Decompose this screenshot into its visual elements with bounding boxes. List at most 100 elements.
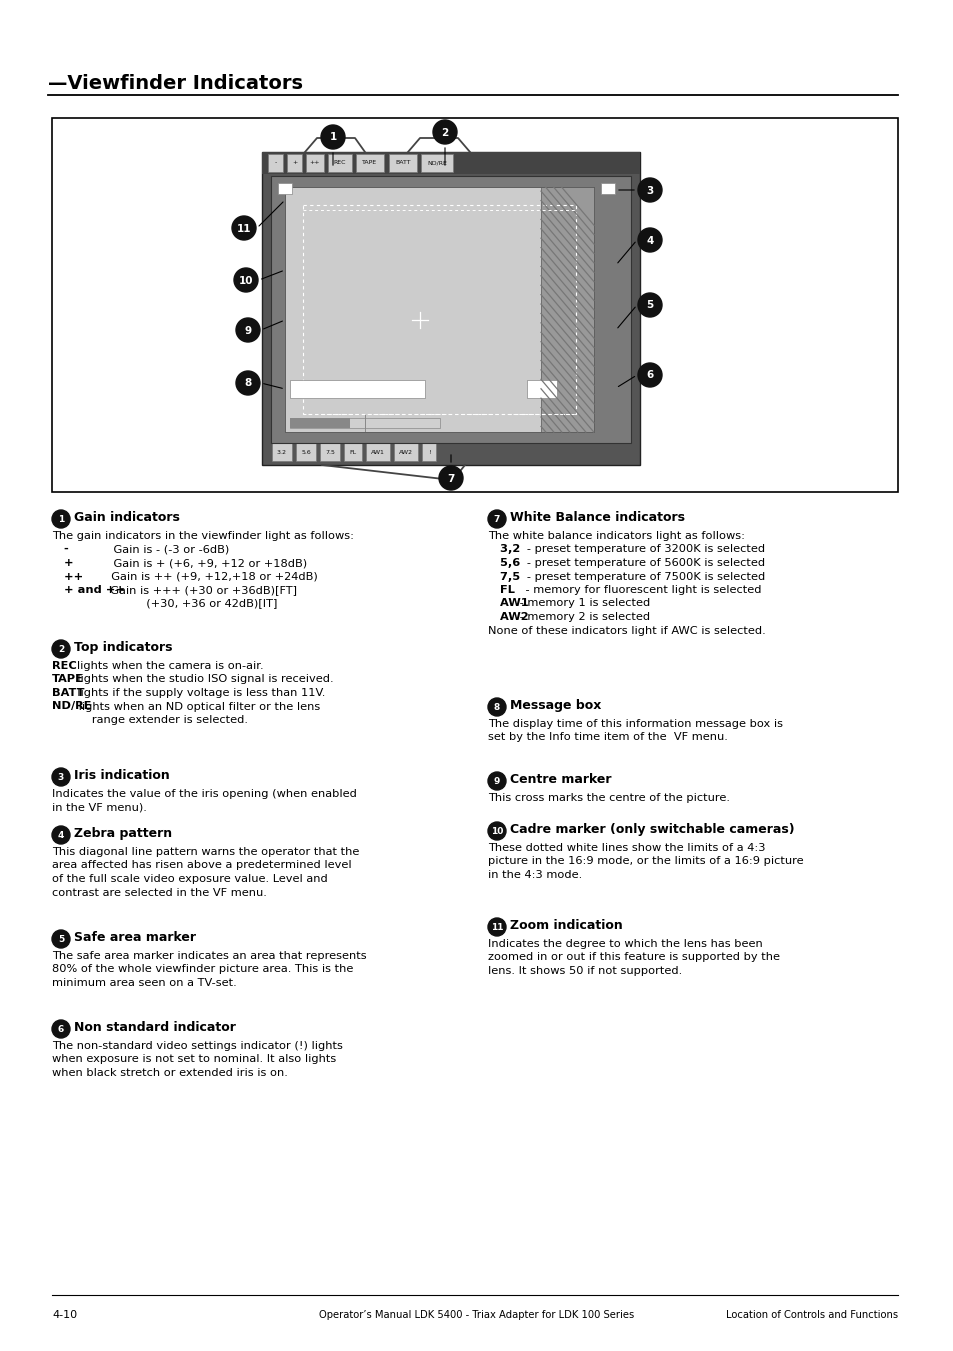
Bar (319, 443, 339, 461)
Text: + and ++: + and ++ (52, 585, 125, 594)
Circle shape (638, 228, 661, 253)
Text: The display time of this information message box is: The display time of this information mes… (488, 719, 782, 730)
Text: 3: 3 (58, 773, 64, 782)
Text: 2: 2 (441, 127, 448, 138)
Circle shape (488, 509, 505, 528)
Text: ++: ++ (310, 161, 320, 166)
Text: AW2: AW2 (488, 612, 528, 621)
Text: Gain is +++ (+30 or +36dB)[FT]: Gain is +++ (+30 or +36dB)[FT] (102, 585, 296, 594)
Text: None of these indicators light if AWC is selected.: None of these indicators light if AWC is… (488, 626, 765, 635)
Text: Iris indication: Iris indication (74, 769, 170, 782)
Text: 10: 10 (238, 276, 253, 285)
Text: Location of Controls and Functions: Location of Controls and Functions (725, 1310, 897, 1320)
Text: - preset temperature of 3200K is selected: - preset temperature of 3200K is selecte… (515, 544, 764, 554)
Text: Message box: Message box (510, 698, 600, 712)
Bar (344, 443, 361, 461)
Text: - memory for fluorescent light is selected: - memory for fluorescent light is select… (511, 585, 760, 594)
Circle shape (52, 1020, 70, 1038)
Text: 6: 6 (646, 370, 653, 381)
Text: 7: 7 (447, 473, 455, 484)
Text: 5: 5 (58, 935, 64, 944)
Text: BATT: BATT (52, 688, 85, 698)
Bar (52, 118, 897, 492)
Text: 8: 8 (494, 703, 499, 712)
Text: area affected has risen above a predetermined level: area affected has risen above a predeter… (52, 861, 352, 870)
Bar (277, 182, 292, 195)
Text: lights if the supply voltage is less than 11V.: lights if the supply voltage is less tha… (71, 688, 325, 698)
Bar (290, 417, 439, 428)
Text: - preset temperature of 7500K is selected: - preset temperature of 7500K is selecte… (515, 571, 764, 581)
Bar (394, 443, 417, 461)
Bar (366, 443, 390, 461)
Text: Safe area marker: Safe area marker (74, 931, 195, 944)
Text: Gain is - (-3 or -6dB): Gain is - (-3 or -6dB) (71, 544, 230, 554)
Text: The white balance indicators light as follows:: The white balance indicators light as fo… (488, 531, 744, 540)
Bar (540, 186, 594, 432)
Text: 11: 11 (236, 223, 251, 234)
Text: set by the Info time item of the  VF menu.: set by the Info time item of the VF menu… (488, 732, 727, 743)
Text: Cadre marker (only switchable cameras): Cadre marker (only switchable cameras) (510, 823, 794, 836)
Text: 7: 7 (494, 515, 499, 524)
Text: 10: 10 (490, 827, 502, 836)
Circle shape (233, 267, 257, 292)
Text: The non-standard video settings indicator (!) lights: The non-standard video settings indicato… (52, 1042, 342, 1051)
Circle shape (488, 698, 505, 716)
Text: 2: 2 (58, 644, 64, 654)
Text: ND/RE: ND/RE (427, 161, 446, 166)
Text: REC: REC (52, 661, 76, 671)
Text: 4: 4 (645, 235, 653, 246)
Bar (306, 154, 324, 172)
Text: 80% of the whole viewfinder picture area. This is the: 80% of the whole viewfinder picture area… (52, 965, 353, 974)
Text: This cross marks the centre of the picture.: This cross marks the centre of the pictu… (488, 793, 729, 802)
Text: This diagonal line pattern warns the operator that the: This diagonal line pattern warns the ope… (52, 847, 359, 857)
Text: lights when an ND optical filter or the lens: lights when an ND optical filter or the … (75, 701, 320, 712)
Text: Zoom indication: Zoom indication (510, 919, 622, 932)
Text: -: - (52, 544, 69, 554)
Bar (290, 380, 424, 399)
Text: Top indicators: Top indicators (74, 640, 172, 654)
Text: Zebra pattern: Zebra pattern (74, 827, 172, 840)
Bar (303, 205, 576, 413)
Bar (295, 443, 315, 461)
Circle shape (320, 126, 345, 149)
Bar (355, 154, 384, 172)
Text: 9: 9 (244, 326, 252, 335)
Text: AW1: AW1 (371, 450, 384, 454)
Text: REC: REC (334, 161, 346, 166)
Circle shape (235, 317, 260, 342)
Text: BATT: BATT (395, 161, 411, 166)
Bar (287, 154, 302, 172)
Text: minimum area seen on a TV-set.: minimum area seen on a TV-set. (52, 978, 236, 988)
Text: ++: ++ (52, 571, 83, 581)
Bar (271, 176, 630, 443)
Bar (262, 153, 639, 465)
Circle shape (52, 929, 70, 948)
Circle shape (52, 825, 70, 844)
Text: 5: 5 (646, 300, 653, 311)
Circle shape (638, 178, 661, 203)
Text: 3,2: 3,2 (488, 544, 519, 554)
Text: The safe area marker indicates an area that represents: The safe area marker indicates an area t… (52, 951, 366, 961)
Circle shape (52, 509, 70, 528)
Bar (262, 153, 639, 174)
Text: of the full scale video exposure value. Level and: of the full scale video exposure value. … (52, 874, 328, 884)
Text: picture in the 16:9 mode, or the limits of a 16:9 picture: picture in the 16:9 mode, or the limits … (488, 857, 802, 866)
Text: -: - (274, 161, 276, 166)
Text: 3: 3 (646, 185, 653, 196)
Text: - preset temperature of 5600K is selected: - preset temperature of 5600K is selecte… (515, 558, 764, 567)
Text: zoomed in or out if this feature is supported by the: zoomed in or out if this feature is supp… (488, 952, 780, 962)
Text: 6: 6 (58, 1025, 64, 1034)
Circle shape (438, 466, 462, 490)
Text: These dotted white lines show the limits of a 4:3: These dotted white lines show the limits… (488, 843, 764, 852)
Text: 7,5: 7,5 (488, 571, 519, 581)
Circle shape (488, 771, 505, 790)
Circle shape (232, 216, 255, 240)
Bar (389, 154, 416, 172)
Text: in the VF menu).: in the VF menu). (52, 802, 147, 812)
Text: 11: 11 (490, 923, 503, 932)
Text: Centre marker: Centre marker (510, 773, 611, 786)
Text: - memory 2 is selected: - memory 2 is selected (515, 612, 649, 621)
Text: 5,6: 5,6 (488, 558, 519, 567)
Circle shape (638, 363, 661, 386)
Text: +: + (292, 161, 296, 166)
